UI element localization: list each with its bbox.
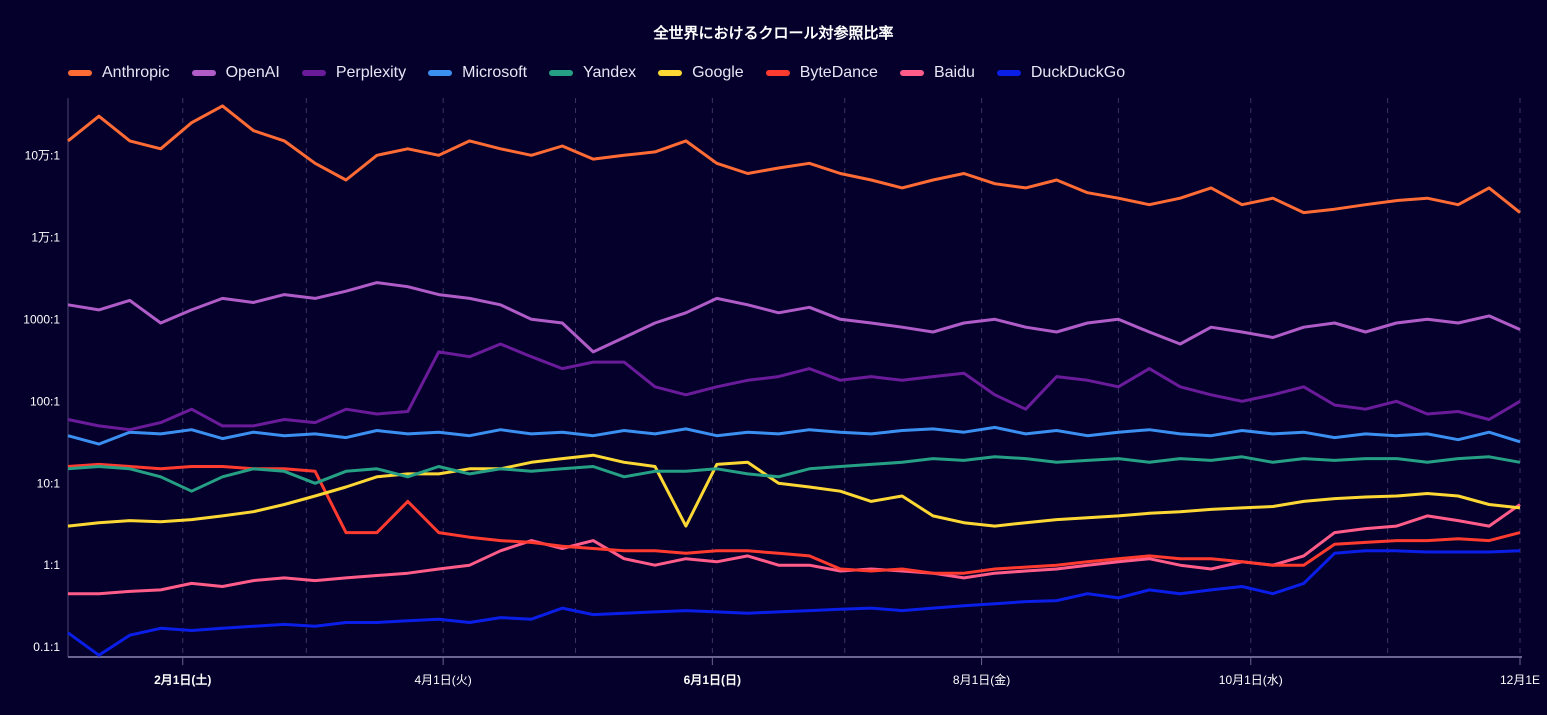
series-line-perplexity (67, 342, 1521, 432)
legend-label: OpenAI (225, 64, 280, 81)
legend-swatch (996, 70, 1021, 76)
legend-label: Microsoft (462, 64, 528, 81)
y-tick-label: 10:1 (37, 476, 61, 490)
legend-label: Anthropic (102, 64, 170, 81)
legend-label: DuckDuckGo (1030, 64, 1126, 81)
y-tick-label: 100:1 (30, 394, 60, 408)
legend-item-yandex[interactable]: Yandex (549, 64, 636, 82)
legend-item-openai[interactable]: OpenAI (191, 64, 280, 82)
legend: Anthropic OpenAI Perplexity Microsoft Ya… (68, 64, 1125, 82)
legend-label: Google (692, 64, 744, 81)
legend-swatch (658, 70, 683, 76)
series-line-google (67, 453, 1521, 528)
y-tick-label: 1:1 (43, 558, 60, 572)
legend-label: Baidu (933, 64, 975, 81)
legend-label: Yandex (583, 64, 637, 81)
x-tick-label: 4月1日(火) (414, 673, 471, 687)
legend-label: ByteDance (799, 64, 878, 81)
legend-item-baidu[interactable]: Baidu (899, 64, 975, 82)
series-line-yandex (67, 455, 1521, 493)
series-line-openai (67, 281, 1521, 354)
legend-item-microsoft[interactable]: Microsoft (428, 64, 527, 82)
series-line-baidu (68, 503, 1521, 596)
series-line-anthropic (67, 104, 1521, 215)
legend-swatch (428, 70, 453, 76)
legend-swatch (549, 70, 574, 76)
legend-item-duckduckgo[interactable]: DuckDuckGo (996, 64, 1126, 82)
chart-title: 全世界におけるクロール対参照比率 (653, 25, 894, 42)
series-line-microsoft (67, 425, 1521, 446)
y-tick-label: 1000:1 (23, 312, 60, 326)
legend-swatch (301, 70, 326, 76)
x-tick-label: 8月1日(金) (953, 672, 1010, 687)
legend-swatch (899, 70, 924, 76)
series-line-duckduckgo (67, 549, 1521, 657)
y-tick-label: 1万:1 (31, 230, 60, 244)
x-tick-label: 6月1日(日) (684, 673, 741, 687)
legend-label: Perplexity (335, 64, 407, 81)
legend-swatch (765, 70, 790, 76)
legend-item-anthropic[interactable]: Anthropic (68, 64, 170, 82)
y-tick-label: 10万:1 (25, 148, 61, 162)
legend-item-bytedance[interactable]: ByteDance (765, 64, 878, 82)
legend-swatch (191, 70, 216, 76)
x-tick-label: 10月1日(水) (1219, 673, 1283, 687)
x-tick-label: 2月1日(土) (154, 672, 211, 687)
series-line-bytedance (67, 462, 1521, 575)
legend-swatch (68, 70, 92, 76)
legend-item-google[interactable]: Google (658, 64, 744, 82)
y-tick-label: 0.1:1 (33, 640, 60, 654)
legend-item-perplexity[interactable]: Perplexity (301, 64, 407, 82)
x-tick-label: 12月1E (1500, 673, 1540, 687)
